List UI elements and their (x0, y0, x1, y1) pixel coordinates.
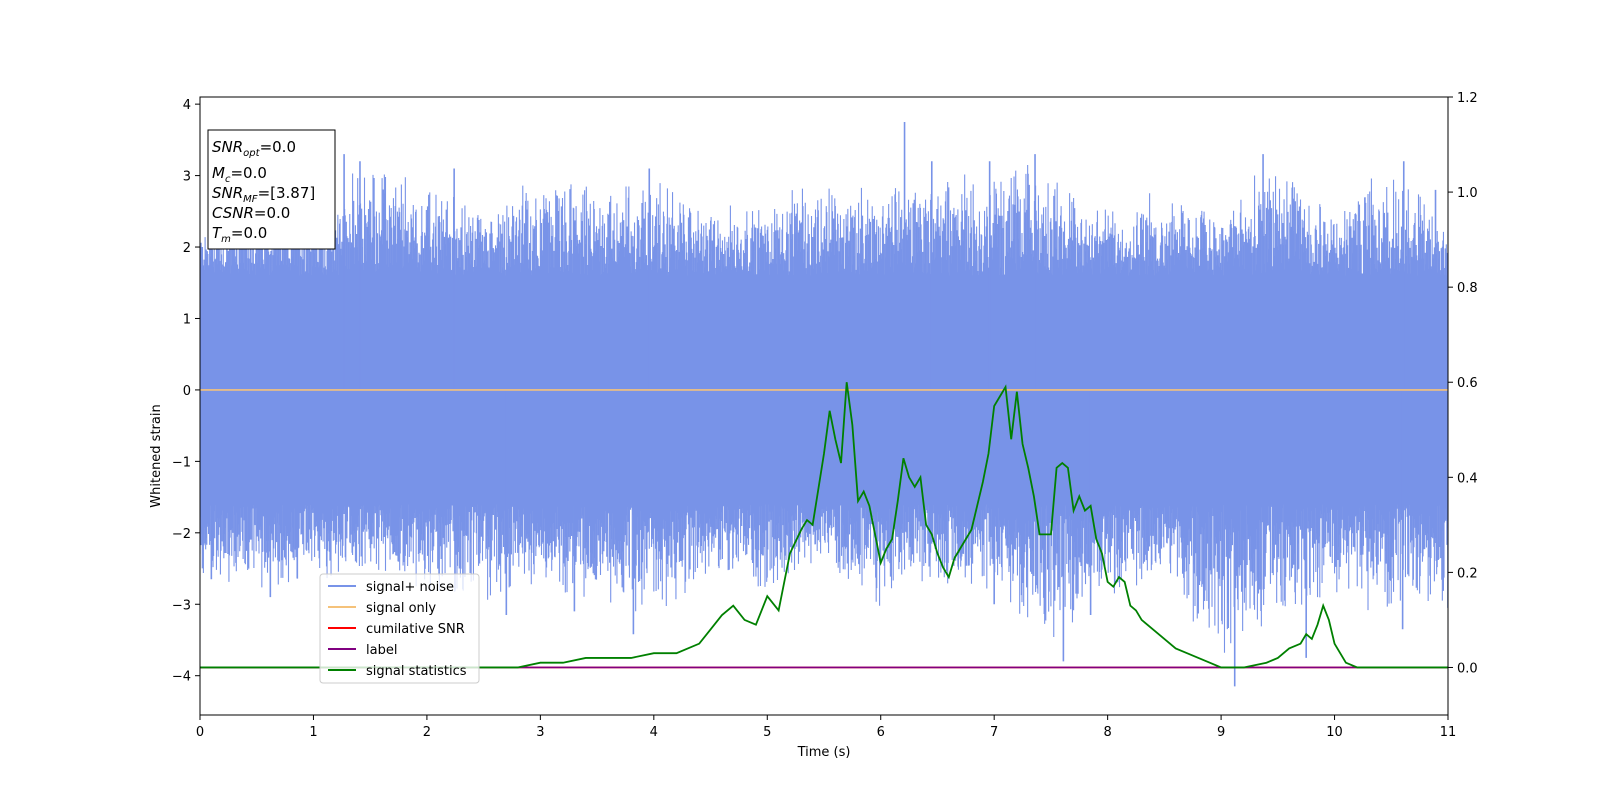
x-tick-label: 8 (1103, 725, 1111, 740)
x-tick-label: 1 (309, 725, 317, 740)
y-left-tick-label: 1 (183, 312, 191, 327)
x-tick-label: 3 (536, 725, 544, 740)
y-left-tick-label: 2 (183, 241, 191, 256)
y-left-tick-label: −3 (172, 598, 191, 613)
legend-label-signal-noise: signal+ noise (366, 580, 454, 595)
legend: signal+ noise signal only cumilative SNR… (319, 573, 480, 684)
annotation-csnr: CSNR=0.0 (212, 204, 290, 222)
y-right-tick-label: 0.0 (1457, 661, 1478, 676)
annotation-snr-opt: SNRopt=0.0 (212, 138, 296, 159)
y-right-tick-label: 0.8 (1457, 281, 1478, 296)
legend-frame (319, 573, 480, 684)
x-tick-label: 5 (763, 725, 771, 740)
annotation-frame (207, 129, 336, 250)
annotation-tm: Tm=0.0 (212, 224, 267, 245)
x-tick-label: 2 (423, 725, 431, 740)
y-right-tick-label: 0.4 (1457, 471, 1478, 486)
y-left-tick-label: 0 (183, 384, 191, 399)
y-left-tick-label: −1 (172, 455, 191, 470)
y-right-tick-label: 1.0 (1457, 186, 1478, 201)
x-tick-label: 4 (650, 725, 658, 740)
x-tick-label: 9 (1217, 725, 1225, 740)
x-tick-label: 7 (990, 725, 998, 740)
x-tick-label: 6 (877, 725, 885, 740)
noise-peaks (201, 122, 1448, 687)
annotation-box: SNRopt=0.0 Mc=0.0 SNRMF=[3.87] CSNR=0.0 … (207, 129, 336, 250)
annotation-mc: Mc=0.0 (212, 164, 267, 185)
y-right-tick-label: 1.2 (1457, 91, 1478, 106)
legend-label-cumilative-snr: cumilative SNR (366, 622, 465, 637)
y-right-tick-label: 0.6 (1457, 376, 1478, 391)
noise-spikes (200, 165, 1448, 653)
x-axis-label: Time (s) (797, 745, 851, 760)
x-tick-label: 11 (1440, 725, 1457, 740)
x-tick-label: 0 (196, 725, 204, 740)
legend-label-signal-statistics: signal statistics (366, 664, 467, 679)
legend-label-signal-only: signal only (366, 601, 436, 616)
y-left-tick-label: 4 (183, 98, 191, 113)
y-left-tick-label: −2 (172, 527, 191, 542)
axes-frame (199, 96, 1449, 716)
y-axis-label: Whitened strain (149, 404, 164, 507)
annotation-snr-mf: SNRMF=[3.87] (212, 184, 315, 205)
y-left-tick-label: −4 (172, 670, 191, 685)
legend-label-label: label (366, 643, 397, 658)
x-tick-label: 10 (1326, 725, 1343, 740)
signal-statistics-line (200, 382, 1448, 669)
y-right-tick-label: 0.2 (1457, 566, 1478, 581)
y-left-tick-label: 3 (183, 170, 191, 185)
